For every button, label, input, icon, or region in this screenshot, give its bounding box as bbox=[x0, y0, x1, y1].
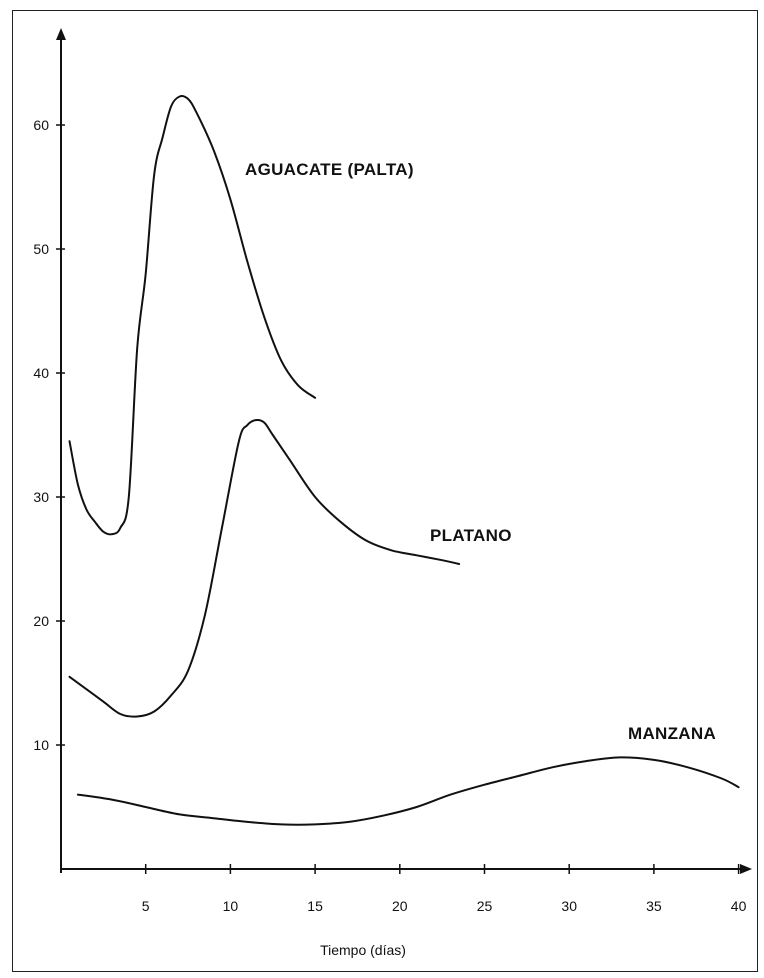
x-tick-label: 15 bbox=[307, 898, 323, 914]
x-tick-label: 30 bbox=[561, 898, 577, 914]
x-tick-label: 40 bbox=[731, 898, 747, 914]
x-tick-label: 25 bbox=[477, 898, 493, 914]
x-tick-label: 20 bbox=[392, 898, 408, 914]
y-tick-label: 60 bbox=[33, 117, 49, 133]
x-tick-label: 5 bbox=[142, 898, 150, 914]
figure-border bbox=[12, 10, 758, 972]
y-tick-label: 50 bbox=[33, 241, 49, 257]
series-lines bbox=[68, 94, 740, 826]
series-line-manzana bbox=[76, 756, 740, 826]
series-line-platano bbox=[68, 418, 461, 718]
series-label-platano: PLATANO bbox=[430, 526, 512, 545]
series-label-aguacate: AGUACATE (PALTA) bbox=[245, 160, 414, 179]
y-tick-label: 10 bbox=[33, 737, 49, 753]
ticks: 5 10 15 20 25 30 35 40 10 20 30 40 50 60 bbox=[33, 117, 746, 914]
axes bbox=[56, 28, 752, 874]
x-tick-label: 35 bbox=[646, 898, 662, 914]
x-tick-label: 10 bbox=[223, 898, 239, 914]
y-tick-label: 40 bbox=[33, 365, 49, 381]
series-label-manzana: MANZANA bbox=[628, 724, 716, 743]
y-tick-label: 30 bbox=[33, 489, 49, 505]
x-axis-title: Tiempo (días) bbox=[320, 942, 406, 958]
y-tick-label: 20 bbox=[33, 613, 49, 629]
y-axis-arrow bbox=[56, 28, 66, 40]
x-axis-arrow bbox=[740, 864, 752, 874]
series-line-aguacate bbox=[68, 94, 317, 536]
